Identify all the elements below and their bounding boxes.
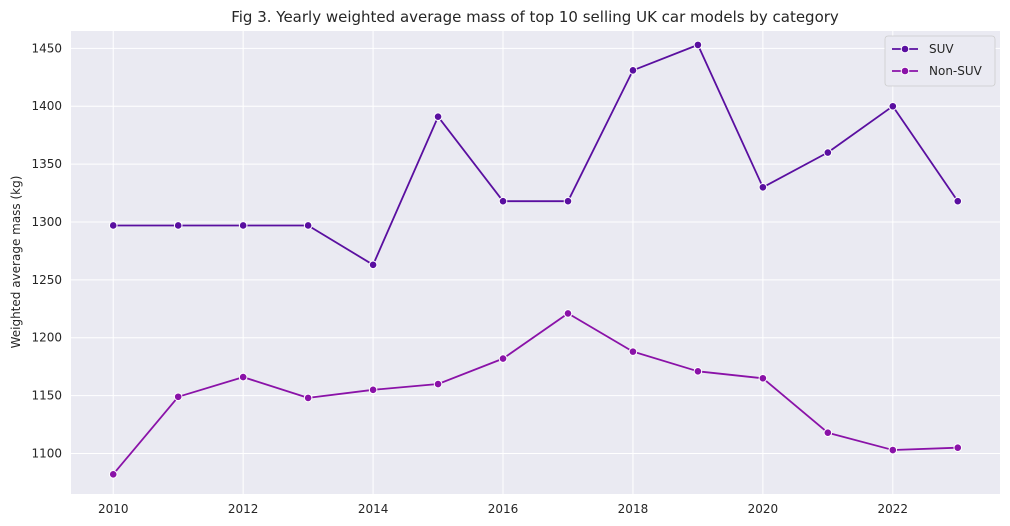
data-point-non-suv [303, 393, 313, 403]
series-line-non-suv [112, 312, 958, 475]
data-point-suv [628, 66, 638, 75]
data-point-suv [888, 101, 898, 111]
data-point-non-suv [238, 372, 248, 382]
x-tick-label: 2012 [228, 502, 259, 516]
plot-background [71, 31, 1000, 494]
data-point-suv [693, 40, 703, 50]
data-point-suv [433, 112, 443, 121]
legend-non-suv-marker [900, 66, 910, 76]
data-point-non-suv [823, 428, 833, 437]
x-tick-label: 2016 [488, 502, 519, 516]
legend-non-suv-label: Non-SUV [929, 64, 983, 78]
series [108, 40, 963, 479]
legend-suv-label: SUV [929, 42, 954, 56]
data-point-non-suv [563, 309, 573, 318]
y-tick-label: 1350 [31, 157, 62, 171]
data-point-suv [173, 221, 183, 230]
data-point-suv [953, 196, 963, 206]
y-tick-label: 1450 [31, 41, 62, 55]
chart-title: Fig 3. Yearly weighted average mass of t… [231, 8, 839, 26]
data-point-non-suv [953, 443, 963, 453]
data-point-suv [108, 221, 118, 230]
data-point-suv [563, 196, 573, 206]
data-point-suv [238, 221, 248, 230]
x-tick-label: 2018 [618, 502, 649, 516]
data-point-suv [498, 196, 508, 206]
y-tick-label: 1150 [31, 389, 62, 403]
data-point-non-suv [433, 379, 443, 389]
data-point-non-suv [758, 373, 768, 383]
data-point-non-suv [693, 367, 703, 376]
data-point-suv [368, 260, 378, 270]
legend: SUV Non-SUV [884, 35, 996, 87]
grid [71, 31, 1000, 494]
x-tick-label: 2020 [748, 502, 779, 516]
data-point-suv [823, 148, 833, 157]
data-point-suv [303, 221, 313, 230]
data-point-non-suv [888, 445, 898, 455]
y-tick-label: 1100 [31, 446, 62, 460]
y-axis-label: Weighted average mass (kg) [9, 176, 23, 349]
data-point-suv [758, 182, 768, 192]
legend-suv-marker [900, 44, 910, 54]
y-tick-label: 1250 [31, 273, 62, 287]
x-tick-label: 2010 [98, 502, 129, 516]
data-point-non-suv [628, 347, 638, 356]
series-line-suv [113, 44, 959, 266]
y-tick-label: 1400 [31, 99, 62, 113]
data-point-non-suv [173, 392, 183, 402]
x-tick-label: 2022 [878, 502, 909, 516]
y-tick-label: 1300 [31, 215, 62, 229]
data-point-non-suv [498, 354, 508, 363]
data-point-non-suv [108, 470, 118, 479]
x-axis-ticks: 2010 2012 2014 2016 2018 2020 2022 [98, 502, 908, 516]
y-axis-ticks: 1100 1150 1200 1250 1300 1350 1400 1450 [31, 41, 62, 460]
data-point-non-suv [368, 385, 378, 395]
y-tick-label: 1200 [31, 331, 62, 345]
x-tick-label: 2014 [358, 502, 389, 516]
